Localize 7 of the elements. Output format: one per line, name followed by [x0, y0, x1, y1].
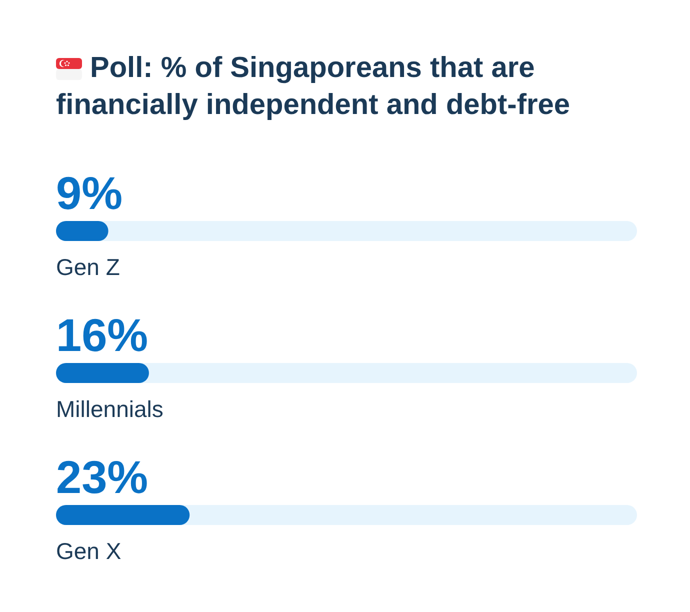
- chart-title: Poll: % of Singaporeans that are financially independent and debt-free: [56, 51, 572, 123]
- data-label: 9%: [56, 167, 122, 219]
- y-tick-label: Gen Z: [56, 254, 120, 280]
- y-tick-label: Gen X: [56, 538, 122, 564]
- y-tick-label: Millennials: [56, 396, 164, 422]
- data-label: 23%: [56, 451, 148, 503]
- data-label: 16%: [56, 309, 148, 361]
